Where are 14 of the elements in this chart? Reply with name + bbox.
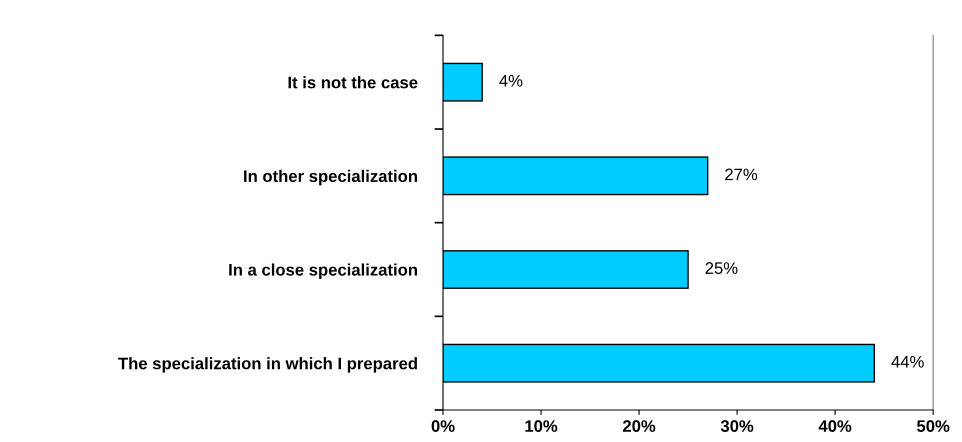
data-label: 44% [891, 356, 924, 368]
x-tick-label: 20% [622, 420, 656, 432]
x-tick-label: 50% [916, 420, 950, 432]
y-tick-label: The specialization in which I prepared [118, 357, 417, 373]
data-label: 25% [706, 262, 738, 274]
x-tick-label: 10% [525, 420, 558, 432]
x-tick-label: 40% [818, 420, 852, 432]
y-tick-label: It is not the case [288, 76, 418, 88]
x-tick-label: 0% [432, 420, 455, 432]
y-tick-label: In other specialization [244, 170, 417, 186]
x-tick-label: 30% [720, 420, 754, 432]
y-tick-label: In a close specialization [229, 263, 417, 280]
data-label: 4% [499, 74, 522, 87]
data-label: 27% [725, 168, 758, 180]
